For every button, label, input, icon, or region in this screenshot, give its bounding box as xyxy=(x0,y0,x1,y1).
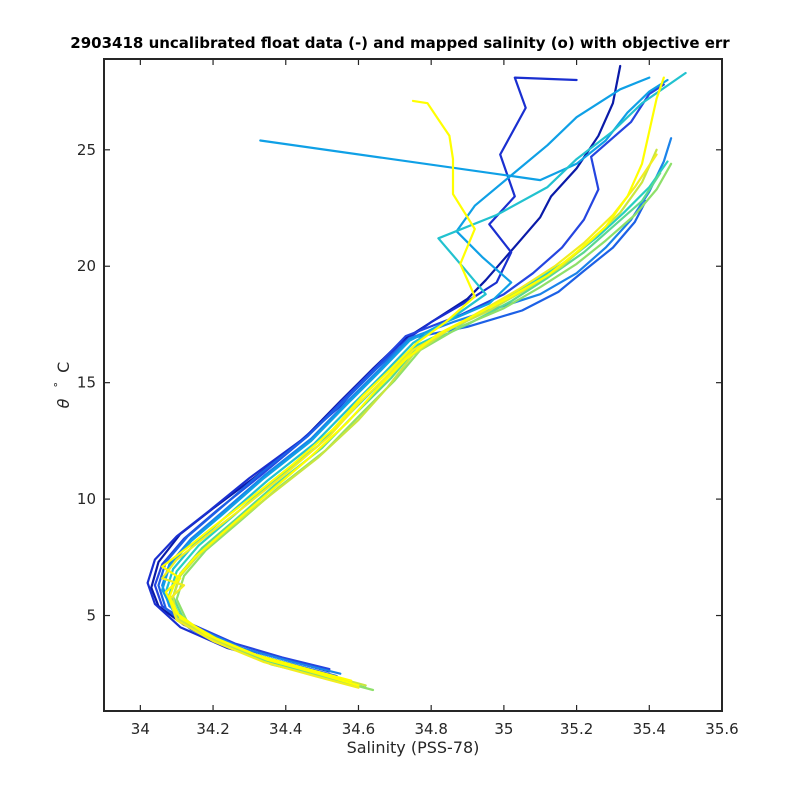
x-tick-label-5: 35 xyxy=(494,720,513,738)
y-axis-title: θ ° C xyxy=(47,362,73,409)
y-tick-label-2: 15 xyxy=(77,374,96,392)
y-axis-title-degree: ° xyxy=(52,382,65,388)
y-axis-title-symbol: θ xyxy=(54,398,73,408)
x-axis-title: Salinity (PSS-78) xyxy=(347,738,480,757)
series-group xyxy=(146,64,687,692)
x-tick-label-3: 34.6 xyxy=(342,720,375,738)
x-tick-label-2: 34.4 xyxy=(269,720,302,738)
plot-area-background xyxy=(104,59,722,711)
svg-text:θ ° C: θ ° C xyxy=(47,362,73,409)
x-axis: 34 34.2 34.4 34.6 34.8 35 35.2 35.4 35.6 xyxy=(131,59,739,738)
y-tick-label-1: 10 xyxy=(77,490,96,508)
axes-box xyxy=(103,58,723,712)
y-tick-label-0: 5 xyxy=(86,607,96,625)
x-tick-label-0: 34 xyxy=(131,720,150,738)
x-tick-label-6: 35.2 xyxy=(560,720,593,738)
y-tick-label-4: 25 xyxy=(77,141,96,159)
series-line-14 xyxy=(168,76,665,687)
y-axis-title-unit: C xyxy=(54,362,73,373)
series-line-5 xyxy=(259,78,669,182)
chart-title: 2903418 uncalibrated float data (-) and … xyxy=(70,34,730,52)
x-tick-label-1: 34.2 xyxy=(196,720,229,738)
series-line-12 xyxy=(161,153,658,689)
plot-area: 34 34.2 34.4 34.6 34.8 35 35.2 35.4 35.6 5 10 15 20… xyxy=(77,58,739,738)
y-axis: 5 10 15 20 25 xyxy=(77,141,722,625)
x-tick-label-8: 35.6 xyxy=(705,720,738,738)
x-tick-label-7: 35.4 xyxy=(633,720,666,738)
x-tick-label-4: 34.8 xyxy=(414,720,447,738)
y-tick-label-3: 20 xyxy=(77,257,96,275)
